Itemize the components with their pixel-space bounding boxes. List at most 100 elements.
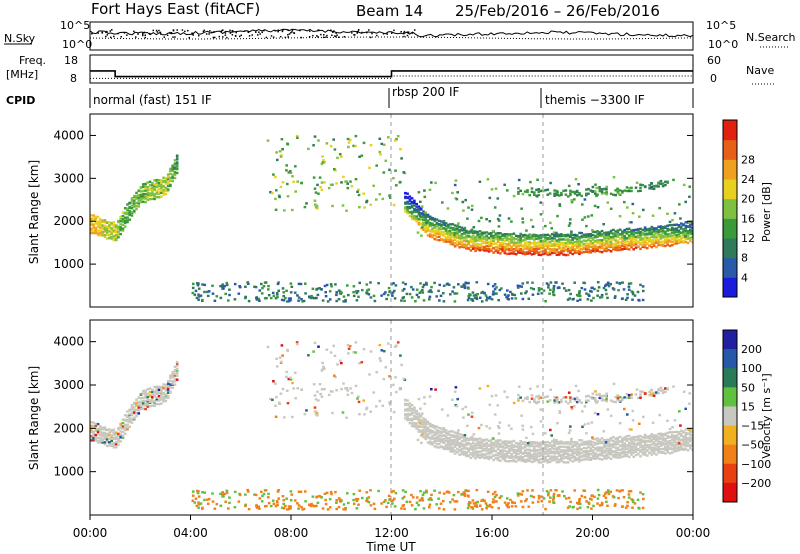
velocity-cell xyxy=(646,443,649,447)
velocity-cell xyxy=(542,454,545,457)
velocity-cell xyxy=(449,440,452,444)
velocity-cell xyxy=(422,417,425,420)
nsky-dot xyxy=(169,31,171,34)
power-cell xyxy=(689,232,692,236)
power-cell xyxy=(357,295,360,298)
power-cell xyxy=(485,218,488,221)
power-cell xyxy=(151,197,154,201)
velocity-cell xyxy=(668,427,672,431)
colorbar-tick-label: 24 xyxy=(741,173,755,186)
power-cell xyxy=(139,190,143,193)
colorbar-segment xyxy=(723,238,737,259)
power-cell xyxy=(461,200,465,204)
power-cell xyxy=(544,250,547,254)
power-cell xyxy=(146,186,150,189)
power-cell xyxy=(352,291,355,294)
velocity-cell xyxy=(613,504,617,507)
power-cell xyxy=(267,288,270,291)
velocity-cell xyxy=(338,499,342,503)
power-cell xyxy=(529,233,533,237)
velocity-cell xyxy=(206,498,209,501)
velocity-cell xyxy=(496,442,500,446)
velocity-cell xyxy=(578,439,581,442)
power-cell xyxy=(600,244,604,247)
velocity-cell xyxy=(637,441,640,445)
velocity-cell xyxy=(169,379,172,382)
power-cell xyxy=(121,227,125,230)
velocity-cell xyxy=(666,419,669,422)
power-cell xyxy=(422,283,426,287)
power-cell xyxy=(224,292,227,296)
power-cell xyxy=(263,297,267,300)
velocity-cell xyxy=(595,401,598,404)
velocity-cell xyxy=(408,402,412,405)
velocity-cell xyxy=(494,445,498,448)
power-cell xyxy=(634,235,638,238)
power-cell xyxy=(639,183,642,186)
nsky-dot xyxy=(224,34,227,36)
power-cell xyxy=(548,242,552,245)
power-cell xyxy=(424,226,427,229)
velocity-cell xyxy=(211,500,215,503)
power-cell xyxy=(474,243,477,246)
power-cell xyxy=(580,244,583,247)
velocity-cell xyxy=(637,438,640,442)
power-cell xyxy=(442,233,446,236)
power-cell xyxy=(119,217,122,220)
power-cell xyxy=(580,240,583,243)
velocity-cell xyxy=(630,446,633,449)
power-cell xyxy=(171,179,174,183)
velocity-cell xyxy=(564,441,568,444)
power-cell xyxy=(495,286,498,289)
velocity-cell xyxy=(321,507,325,510)
power-cell xyxy=(431,218,434,221)
power-cell xyxy=(105,231,109,234)
velocity-cell xyxy=(451,448,455,451)
nave-label: Nave xyxy=(746,64,774,77)
velocity-cell xyxy=(614,446,617,449)
power-cell xyxy=(260,282,263,286)
velocity-cell xyxy=(328,497,332,501)
power-cell xyxy=(458,236,461,239)
velocity-cell xyxy=(618,448,622,451)
power-cell xyxy=(600,192,604,195)
power-cell xyxy=(537,251,541,254)
velocity-cell xyxy=(444,443,448,446)
velocity-cell xyxy=(677,447,681,450)
velocity-cell xyxy=(121,427,125,430)
velocity-cell xyxy=(225,491,229,494)
power-cell xyxy=(593,287,596,291)
velocity-cell xyxy=(474,454,477,457)
power-cell xyxy=(643,239,647,242)
velocity-cell xyxy=(114,442,118,446)
velocity-cell xyxy=(514,505,518,508)
velocity-cell xyxy=(519,396,522,399)
velocity-cell xyxy=(440,430,443,433)
velocity-cell xyxy=(492,441,495,445)
power-cell xyxy=(444,222,448,225)
power-cell xyxy=(587,246,590,250)
velocity-cell xyxy=(603,454,606,458)
power-cell xyxy=(555,233,559,236)
power-cell xyxy=(447,234,450,237)
velocity-cell xyxy=(424,425,427,429)
power-cell xyxy=(686,229,690,233)
velocity-cell xyxy=(491,437,495,440)
power-cell xyxy=(519,249,522,253)
velocity-cell xyxy=(324,502,328,506)
velocity-cell xyxy=(286,389,289,392)
nsky-dot xyxy=(188,36,191,39)
velocity-cell xyxy=(529,494,533,498)
velocity-cell xyxy=(480,508,484,511)
velocity-cell xyxy=(528,443,531,446)
power-cell xyxy=(546,251,550,254)
velocity-cell xyxy=(514,442,518,445)
velocity-cell xyxy=(442,427,446,430)
power-cell xyxy=(254,285,258,289)
velocity-cell xyxy=(448,437,452,440)
velocity-cell xyxy=(648,436,651,439)
power-cell xyxy=(318,176,322,179)
velocity-cell xyxy=(638,422,641,425)
velocity-cell xyxy=(474,447,477,450)
